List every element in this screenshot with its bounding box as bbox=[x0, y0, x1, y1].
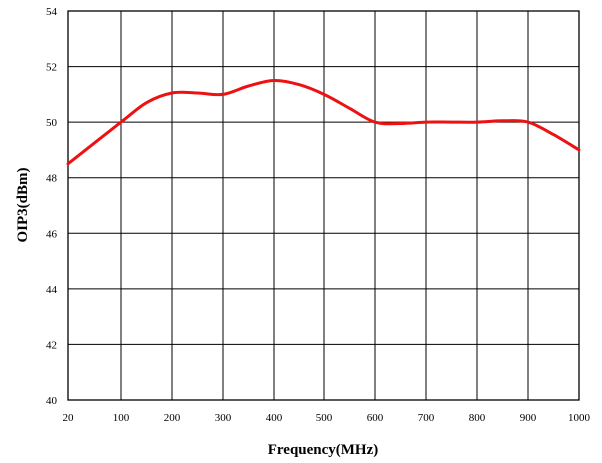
oip3-series-line bbox=[66, 78, 581, 166]
x-tick-label: 300 bbox=[215, 412, 232, 424]
x-axis-title: Frequency(MHz) bbox=[268, 442, 379, 458]
y-axis-title: OIP3(dBm) bbox=[15, 167, 31, 242]
x-tick-label: 800 bbox=[469, 412, 486, 424]
series-layer bbox=[66, 78, 581, 166]
y-tick-label: 40 bbox=[46, 395, 58, 407]
x-tick-label: 100 bbox=[113, 412, 130, 424]
y-tick-label: 48 bbox=[46, 173, 58, 185]
y-tick-label: 46 bbox=[46, 228, 58, 240]
x-tick-labels: 20 100 200 300 400 500 600 700 800 900 1000 bbox=[63, 412, 591, 424]
gridlines bbox=[67, 10, 580, 401]
y-tick-label: 52 bbox=[46, 62, 57, 74]
x-tick-label: 600 bbox=[367, 412, 384, 424]
y-tick-label: 42 bbox=[46, 339, 57, 351]
y-tick-labels: 40 42 44 46 48 50 52 54 bbox=[46, 6, 58, 407]
x-tick-label: 900 bbox=[520, 412, 537, 424]
x-tick-label: 1000 bbox=[568, 412, 591, 424]
y-tick-label: 50 bbox=[46, 117, 58, 129]
x-tick-label: 20 bbox=[63, 412, 75, 424]
y-tick-label: 44 bbox=[46, 284, 58, 296]
x-tick-label: 700 bbox=[418, 412, 435, 424]
x-tick-label: 500 bbox=[316, 412, 333, 424]
x-tick-label: 400 bbox=[266, 412, 283, 424]
y-tick-label: 54 bbox=[46, 6, 58, 18]
x-tick-label: 200 bbox=[164, 412, 181, 424]
